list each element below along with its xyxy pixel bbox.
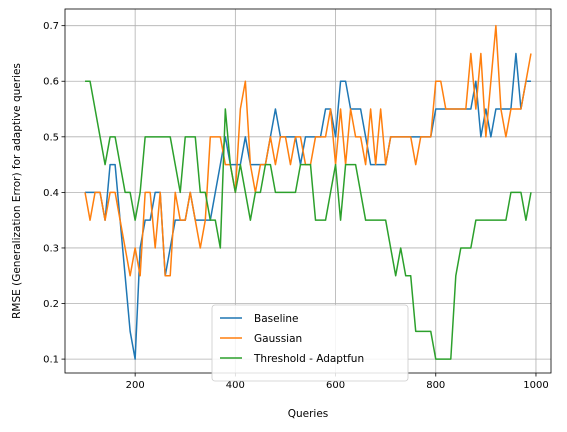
- legend-box: [211, 304, 409, 382]
- series-group: [84, 24, 532, 360]
- x-tick-label: 200: [126, 380, 145, 391]
- y-tick-label: 0.6: [43, 77, 59, 88]
- y-axis: 0.1 0.2 0.3 0.4 0.5 0.6 0.7: [43, 21, 65, 366]
- legend-label-3: Threshold - Adaptfun: [253, 353, 364, 365]
- x-axis-label: Queries: [288, 408, 329, 420]
- x-tick-label: 600: [326, 380, 345, 391]
- x-tick-label: 1000: [523, 380, 548, 391]
- y-tick-label: 0.3: [43, 243, 59, 254]
- legend: Baseline Gaussian Threshold - Adaptfun: [211, 304, 409, 382]
- y-tick-label: 0.7: [43, 21, 59, 32]
- x-tick-label: 400: [226, 380, 245, 391]
- y-tick-label: 0.2: [43, 299, 59, 310]
- x-tick-label: 800: [426, 380, 445, 391]
- y-axis-label: RMSE (Generalization Error) for adaptive…: [11, 63, 23, 319]
- y-tick-label: 0.4: [43, 188, 59, 199]
- legend-label-1: Baseline: [254, 313, 299, 325]
- y-tick-label: 0.5: [43, 132, 59, 143]
- series-line-3: [85, 80, 532, 360]
- legend-label-2: Gaussian: [254, 333, 302, 345]
- y-tick-label: 0.1: [43, 355, 59, 366]
